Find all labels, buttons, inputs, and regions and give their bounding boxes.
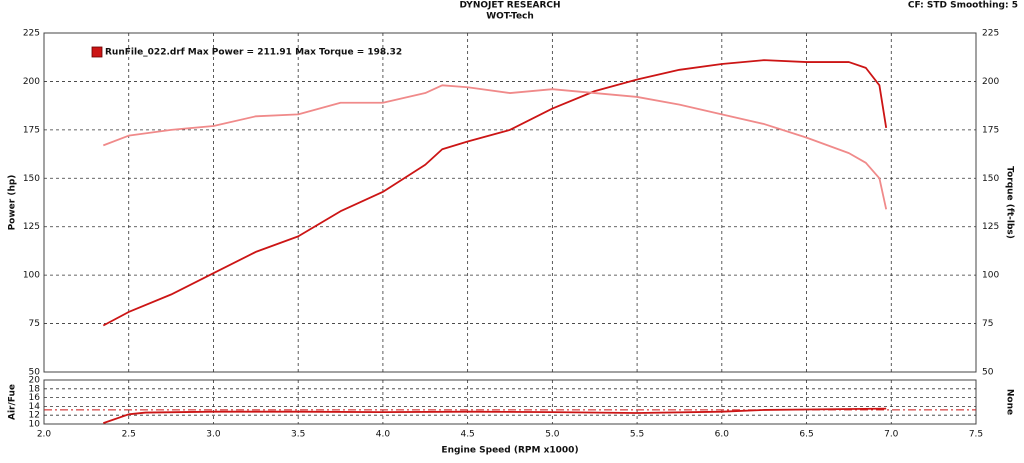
y-tick-label: 200 xyxy=(23,77,40,87)
y2-tick-label: 75 xyxy=(982,319,993,329)
y2-tick-label: 200 xyxy=(982,77,999,87)
y-tick-label: 100 xyxy=(23,271,40,281)
x-tick-label: 4.5 xyxy=(460,430,474,440)
y-tick-label: 10 xyxy=(29,420,41,430)
x-tick-label: 2.0 xyxy=(37,430,52,440)
y2-tick-label: 50 xyxy=(982,368,994,378)
y-tick-label: 20 xyxy=(29,376,41,386)
y-tick-label: 225 xyxy=(23,29,40,39)
legend-text: RunFile_022.drf Max Power = 211.91 Max T… xyxy=(105,48,402,58)
legend-swatch xyxy=(91,46,103,58)
plot-area xyxy=(43,379,977,425)
x-tick-label: 7.0 xyxy=(884,430,899,440)
y2-axis-label: Torque (ft-lbs) xyxy=(1005,166,1015,239)
y-tick-label: 175 xyxy=(23,125,40,135)
x-tick-label: 5.0 xyxy=(545,430,560,440)
x-tick-label: 4.0 xyxy=(376,430,391,440)
x-tick-label: 5.5 xyxy=(630,430,644,440)
y2-tick-label: 150 xyxy=(982,174,999,184)
data-line xyxy=(102,59,888,327)
y2-axis-label: None xyxy=(1005,389,1015,415)
plot-area xyxy=(43,32,977,373)
y2-tick-label: 100 xyxy=(982,271,999,281)
y2-tick-label: 175 xyxy=(982,125,999,135)
chart-subtitle: WOT-Tech xyxy=(486,12,534,22)
x-tick-label: 6.0 xyxy=(715,430,730,440)
x-tick-label: 3.5 xyxy=(291,430,305,440)
y-tick-label: 12 xyxy=(29,411,40,421)
y-tick-label: 75 xyxy=(29,319,40,329)
chart-title: DYNOJET RESEARCH xyxy=(459,1,560,11)
x-tick-label: 7.5 xyxy=(969,430,983,440)
y-axis-label: Power (hp) xyxy=(8,175,18,231)
data-line xyxy=(102,84,888,210)
y-tick-label: 150 xyxy=(23,174,40,184)
y2-tick-label: 225 xyxy=(982,29,999,39)
x-axis-label: Engine Speed (RPM x1000) xyxy=(441,446,578,456)
y-axis-label: Air/Fue xyxy=(8,384,18,420)
x-tick-label: 2.5 xyxy=(122,430,136,440)
y-tick-label: 16 xyxy=(29,393,41,403)
x-tick-label: 6.5 xyxy=(799,430,813,440)
y-tick-label: 125 xyxy=(23,222,40,232)
settings-note: CF: STD Smoothing: 5 xyxy=(908,1,1018,11)
y-tick-label: 14 xyxy=(29,402,41,412)
y-tick-label: 18 xyxy=(29,384,41,394)
data-line xyxy=(103,407,887,424)
y2-tick-label: 125 xyxy=(982,222,999,232)
x-tick-label: 3.0 xyxy=(206,430,221,440)
y-tick-label: 50 xyxy=(29,368,41,378)
